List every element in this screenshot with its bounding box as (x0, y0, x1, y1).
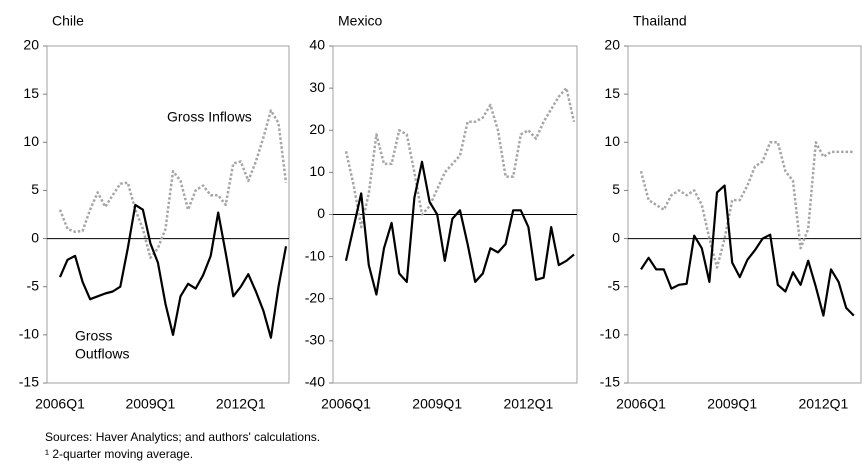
plot-frame (46, 45, 290, 384)
y-tick-label: 0 (317, 205, 325, 221)
y-tick-label: 15 (604, 85, 620, 101)
y-tick-label: -10 (305, 247, 325, 263)
series-line (639, 141, 854, 269)
panel-title: Chile (52, 13, 84, 29)
annotation: Gross Inflows (167, 109, 252, 125)
y-tick-label: -30 (305, 332, 325, 348)
annotation: Gross (75, 328, 112, 344)
series-line (58, 109, 288, 260)
x-tick-label: 2009Q1 (707, 396, 757, 412)
y-tick-label: -40 (305, 374, 325, 390)
x-tick-label: 2009Q1 (412, 396, 462, 412)
source-note: Sources: Haver Analytics; and authors' c… (45, 430, 320, 444)
y-tick-label: 10 (604, 133, 620, 149)
y-tick-label: -10 (19, 326, 39, 342)
x-tick-label: 2012Q1 (216, 396, 266, 412)
y-tick-label: 20 (604, 37, 620, 53)
y-tick-label: -15 (19, 374, 39, 390)
y-tick-label: 15 (23, 85, 39, 101)
x-tick-label: 2006Q1 (35, 396, 85, 412)
footnote: ¹ 2-quarter moving average. (45, 447, 193, 461)
y-tick-label: 10 (23, 133, 39, 149)
panel-title: Thailand (633, 13, 687, 29)
plot-frame (627, 45, 862, 384)
y-tick-label: -20 (305, 289, 325, 305)
y-tick-label: 10 (309, 163, 325, 179)
y-tick-label: -5 (27, 277, 40, 293)
y-tick-label: 30 (309, 79, 325, 95)
x-tick-label: 2012Q1 (503, 396, 553, 412)
series-line (344, 160, 575, 296)
x-tick-label: 2006Q1 (616, 396, 666, 412)
y-tick-label: -15 (600, 374, 620, 390)
y-tick-label: 0 (612, 229, 620, 245)
y-tick-label: -5 (608, 277, 621, 293)
panel-title: Mexico (338, 13, 383, 29)
x-tick-label: 2009Q1 (125, 396, 175, 412)
x-tick-label: 2012Q1 (798, 396, 848, 412)
series-line (640, 184, 855, 317)
y-tick-label: -10 (600, 326, 620, 342)
y-tick-label: 0 (31, 229, 39, 245)
y-tick-label: 5 (612, 181, 620, 197)
series-line (344, 86, 576, 229)
x-tick-label: 2006Q1 (321, 396, 371, 412)
y-tick-label: 40 (309, 37, 325, 53)
y-tick-label: 5 (31, 181, 39, 197)
series-line (58, 203, 288, 339)
y-tick-label: 20 (23, 37, 39, 53)
y-tick-label: 20 (309, 121, 325, 137)
annotation: Outflows (75, 346, 129, 362)
